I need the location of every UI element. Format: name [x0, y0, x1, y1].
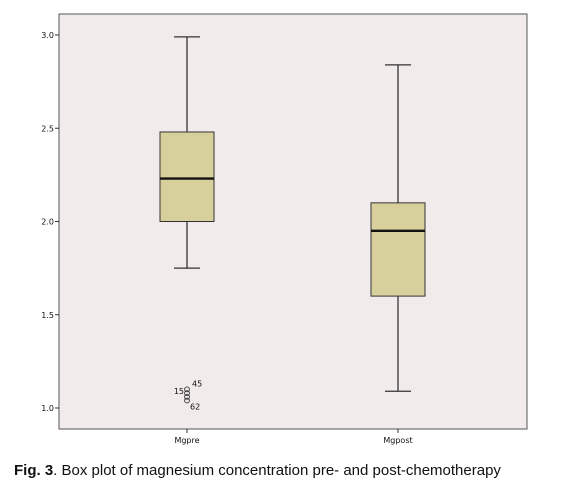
- plot-area: [58, 13, 528, 430]
- y-tick-label: 3.0: [41, 31, 54, 40]
- outlier-point: [184, 390, 190, 396]
- y-axis: 1.0 1.5 2.0 2.5 3.0: [41, 31, 59, 413]
- y-tick-label: 2.5: [41, 124, 54, 133]
- interquartile-box: [159, 131, 215, 222]
- x-tick-label: Mgpre: [174, 436, 199, 445]
- outlier-point: [184, 393, 190, 400]
- y-tick-label: 1.5: [41, 311, 54, 320]
- figure-caption: Fig. 3. Box plot of magnesium concentrat…: [14, 462, 559, 479]
- box-mgpost: [370, 64, 426, 392]
- caption-text: . Box plot of magnesium concentration pr…: [53, 462, 501, 479]
- outlier-label: 15: [174, 387, 184, 396]
- x-tick-label: Mgpost: [383, 436, 412, 445]
- y-tick-label: 1.0: [41, 404, 54, 413]
- box-mgpre: [159, 36, 215, 404]
- x-axis: Mgpre Mgpost: [174, 429, 413, 445]
- caption-label: Fig. 3: [14, 462, 54, 479]
- outlier-label: 62: [190, 403, 200, 412]
- outlier-point: [184, 386, 190, 393]
- y-tick-label: 2.0: [41, 218, 54, 227]
- outlier-label: 45: [192, 379, 202, 388]
- interquartile-box: [370, 202, 426, 297]
- outlier-point: [184, 397, 190, 404]
- box-plot-chart: 1.0 1.5 2.0 2.5 3.0 Mgpre Mgpost 45 15 62: [41, 13, 528, 445]
- boxes: 45 15 62: [159, 36, 426, 412]
